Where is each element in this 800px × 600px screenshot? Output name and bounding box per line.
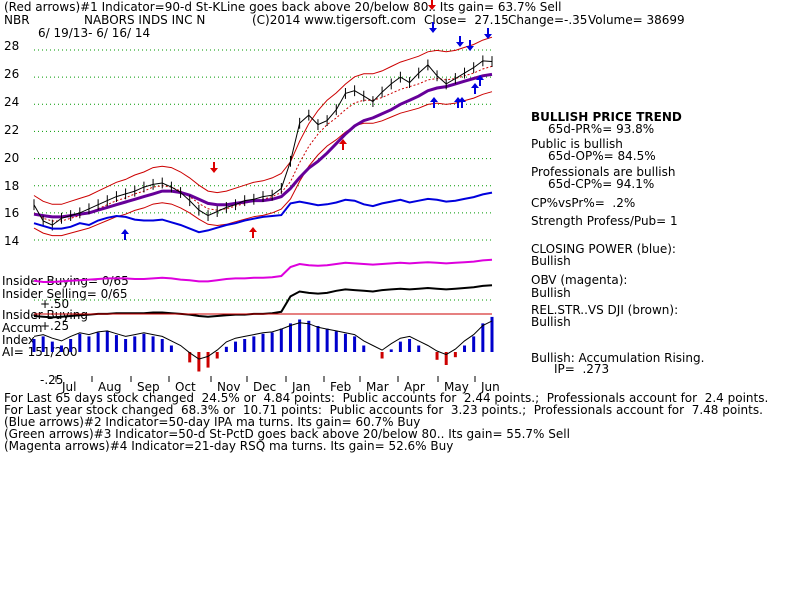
rel-title: REL.STR..VS DJI (brown): bbox=[531, 303, 679, 317]
header-indicator-1: (Red arrows)#1 Indicator=90-d St-KLine g… bbox=[4, 0, 562, 14]
red-buy-arrow bbox=[339, 139, 347, 150]
y-tick-label: 16 bbox=[4, 206, 20, 220]
month-label: Mar bbox=[366, 380, 389, 394]
accum-ma-line bbox=[33, 320, 493, 360]
red-sell-arrow bbox=[428, 0, 436, 10]
y-tick-label: 26 bbox=[4, 67, 20, 81]
company-name: NABORS INDS INC N bbox=[84, 13, 206, 27]
date-range: 6/ 19/13- 6/ 16/ 14 bbox=[38, 26, 151, 40]
footer-year: For Last year stock changed 68.3% or 10.… bbox=[4, 403, 763, 417]
pro-title: Professionals are bullish bbox=[531, 165, 676, 179]
copyright: (C)2014 www.tigersoft.com bbox=[252, 13, 416, 27]
blue-arrow bbox=[456, 36, 464, 47]
index-label: Index bbox=[2, 333, 36, 347]
public-title: Public is bullish bbox=[531, 137, 623, 151]
accum-title: Bullish: Accumulation Rising. bbox=[531, 351, 705, 365]
ip-value: IP= .273 bbox=[554, 362, 610, 376]
footer-65d: For Last 65 days stock changed 24.5% or … bbox=[4, 391, 769, 405]
ticker-symbol: NBR bbox=[4, 13, 30, 27]
y-tick-label: 14 bbox=[4, 234, 20, 248]
rel-str-line bbox=[33, 284, 493, 319]
y-tick-label: 28 bbox=[4, 39, 20, 53]
accum-tick-label: +.50 bbox=[40, 297, 70, 311]
footer-magenta-arrows: (Magenta arrows)#4 Indicator=21-day RSQ … bbox=[4, 439, 454, 453]
obv-title: OBV (magenta): bbox=[531, 273, 628, 287]
month-label: Jul bbox=[62, 380, 77, 394]
month-label: Sep bbox=[137, 380, 160, 394]
month-label: May bbox=[444, 380, 469, 394]
insider-buying-label: Insider Buying bbox=[2, 308, 88, 322]
cp-vs-pr: CP%vsPr%= .2% bbox=[531, 196, 636, 210]
rel-value: Bullish bbox=[531, 315, 571, 329]
trend-title: BULLISH PRICE TREND bbox=[531, 110, 682, 124]
month-label: Nov bbox=[217, 380, 241, 394]
lower-band-line bbox=[33, 91, 493, 237]
insider-selling: Insider Selling= 0/65 bbox=[2, 287, 128, 301]
trend-value: 65d-PR%= 93.8% bbox=[548, 122, 655, 136]
obv-value: Bullish bbox=[531, 286, 571, 300]
change-value: Change=-.35 bbox=[508, 13, 588, 27]
month-label: Aug bbox=[98, 380, 122, 394]
month-label: Feb bbox=[330, 380, 352, 394]
blue-arrow bbox=[121, 229, 129, 240]
close-value: Close= 27.15 bbox=[424, 13, 509, 27]
blue-arrow bbox=[458, 97, 466, 108]
y-tick-label: 18 bbox=[4, 179, 20, 193]
month-label: Jan bbox=[292, 380, 311, 394]
accum-tick-label: -.25 bbox=[40, 373, 64, 387]
month-label: Apr bbox=[404, 380, 425, 394]
blue-arrow bbox=[430, 97, 438, 108]
accum-label: Accum bbox=[2, 321, 43, 335]
blue-arrow bbox=[471, 83, 479, 94]
blue-arrow bbox=[429, 22, 437, 33]
volume-value: Volume= 38699 bbox=[588, 13, 685, 27]
cp-value: Bullish bbox=[531, 254, 571, 268]
month-label: Jun bbox=[481, 380, 500, 394]
upper-band-line bbox=[33, 36, 493, 205]
y-tick-label: 20 bbox=[4, 151, 20, 165]
pro-value: 65d-CP%= 94.1% bbox=[548, 177, 655, 191]
footer-green-arrows: (Green arrows)#3 Indicator=50-d St-PctD … bbox=[4, 427, 570, 441]
y-tick-label: 22 bbox=[4, 123, 20, 137]
blue-arrow bbox=[484, 28, 492, 39]
accum-tick-label: +.25 bbox=[40, 319, 70, 333]
blue-arrow bbox=[476, 75, 484, 86]
blue-arrow bbox=[466, 40, 474, 51]
red-buy-arrow bbox=[249, 227, 257, 238]
strength-ratio: Strength Profess/Pub= 1 bbox=[531, 214, 678, 228]
red-sell-arrow bbox=[210, 162, 218, 173]
price-line bbox=[33, 60, 493, 226]
obv-line bbox=[33, 258, 493, 283]
cp-title: CLOSING POWER (blue): bbox=[531, 242, 676, 256]
y-tick-label: 24 bbox=[4, 95, 20, 109]
month-label: Oct bbox=[175, 380, 196, 394]
closing-power-line bbox=[33, 191, 493, 234]
footer-blue-arrows: (Blue arrows)#2 Indicator=50-day IPA ma … bbox=[4, 415, 421, 429]
month-label: Dec bbox=[253, 380, 277, 394]
public-value: 65d-OP%= 84.5% bbox=[548, 149, 656, 163]
